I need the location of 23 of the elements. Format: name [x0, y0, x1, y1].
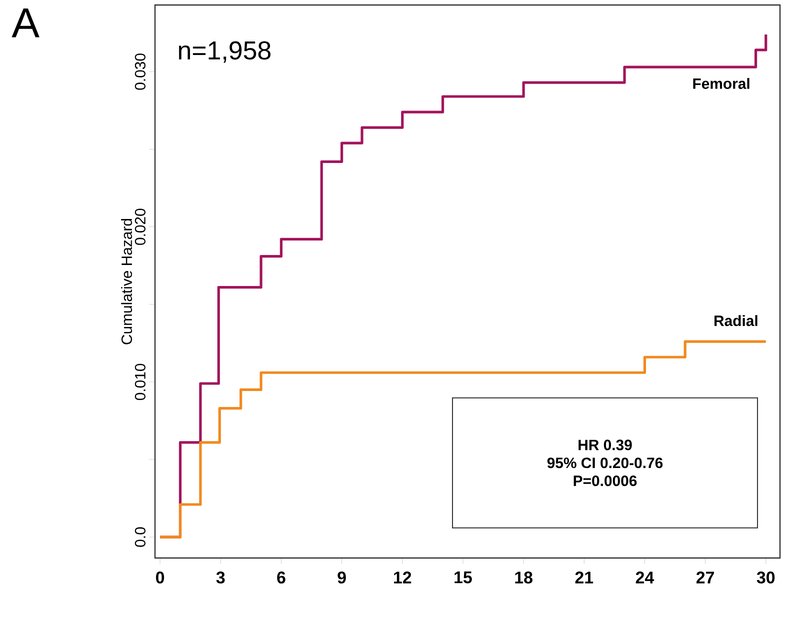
y-tick-label: 0.020 — [134, 208, 146, 245]
x-tick-label: 15 — [454, 572, 472, 584]
x-tick-label: 9 — [338, 572, 346, 584]
y-tick-label: 0.0 — [134, 527, 146, 547]
annotation: P=0.0006 — [574, 476, 637, 486]
y-tick-label: 0.030 — [134, 54, 146, 90]
x-tick-label: 0 — [156, 572, 164, 584]
x-tick-label: 6 — [277, 572, 286, 584]
series-label: Femoral — [693, 78, 750, 89]
x-tick-label: 18 — [515, 572, 532, 584]
text: A — [12, 8, 40, 38]
y-axis-title: Cumulative Hazard — [121, 218, 132, 344]
x-tick-label: 12 — [394, 572, 412, 584]
series-label: Radial — [714, 315, 758, 326]
x-tick-label: 24 — [636, 572, 654, 584]
y-tick-label: 0.010 — [134, 364, 146, 400]
annotation: n=1,958 — [178, 41, 270, 63]
x-tick-label: 3 — [216, 572, 225, 584]
annotation: 95% CI 0.20-0.76 — [547, 458, 663, 468]
x-tick-label: 21 — [575, 572, 594, 584]
annotation: HR 0.39 — [578, 440, 632, 450]
x-tick-label: 27 — [696, 572, 714, 584]
x-tick-label: 30 — [756, 572, 775, 584]
